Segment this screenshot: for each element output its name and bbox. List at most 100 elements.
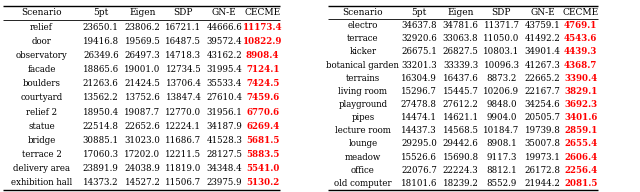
Text: 17060.3: 17060.3 [83, 150, 119, 159]
Text: 29442.6: 29442.6 [443, 140, 478, 148]
Text: relief: relief [30, 22, 53, 31]
Text: 15445.7: 15445.7 [442, 87, 479, 96]
Text: 35533.4: 35533.4 [207, 79, 242, 88]
Text: 11371.7: 11371.7 [483, 21, 520, 30]
Text: 11050.0: 11050.0 [483, 34, 520, 43]
Text: 5883.5: 5883.5 [246, 150, 280, 159]
Text: SDP: SDP [173, 8, 193, 17]
Text: 17202.0: 17202.0 [124, 150, 161, 159]
Text: 7124.1: 7124.1 [246, 65, 280, 74]
Text: 31956.1: 31956.1 [206, 108, 243, 117]
Text: 14474.1: 14474.1 [401, 113, 437, 122]
Text: 41528.3: 41528.3 [206, 136, 243, 145]
Text: delivery area: delivery area [13, 164, 70, 173]
Text: 14568.5: 14568.5 [442, 126, 479, 135]
Text: 9117.3: 9117.3 [486, 153, 516, 162]
Text: 31995.4: 31995.4 [207, 65, 242, 74]
Text: observatory: observatory [16, 51, 67, 60]
Text: facade: facade [28, 65, 56, 74]
Text: 43162.2: 43162.2 [207, 51, 242, 60]
Text: 3390.4: 3390.4 [564, 74, 597, 83]
Text: 12211.5: 12211.5 [165, 150, 202, 159]
Text: 39572.4: 39572.4 [207, 37, 242, 46]
Text: 12770.0: 12770.0 [165, 108, 202, 117]
Text: 10803.1: 10803.1 [483, 47, 520, 56]
Text: 10096.3: 10096.3 [483, 60, 520, 70]
Text: exhibition hall: exhibition hall [11, 179, 72, 188]
Text: 13562.2: 13562.2 [83, 94, 118, 102]
Text: 19739.8: 19739.8 [524, 126, 561, 135]
Text: 34348.4: 34348.4 [207, 164, 242, 173]
Text: 16721.1: 16721.1 [165, 22, 202, 31]
Text: 26172.8: 26172.8 [524, 166, 561, 175]
Text: 9904.0: 9904.0 [486, 113, 516, 122]
Text: Eigen: Eigen [447, 8, 474, 17]
Text: 8908.1: 8908.1 [486, 140, 517, 148]
Text: 5pt: 5pt [93, 8, 109, 17]
Text: 2655.4: 2655.4 [564, 140, 597, 148]
Text: 34637.8: 34637.8 [401, 21, 436, 30]
Text: 8812.1: 8812.1 [486, 166, 517, 175]
Text: CECME: CECME [563, 8, 599, 17]
Text: door: door [31, 37, 52, 46]
Text: 2081.5: 2081.5 [564, 179, 598, 188]
Text: 19001.0: 19001.0 [124, 65, 161, 74]
Text: 21944.2: 21944.2 [524, 179, 561, 188]
Text: 18239.2: 18239.2 [442, 179, 479, 188]
Text: 7424.5: 7424.5 [246, 79, 280, 88]
Text: 22224.3: 22224.3 [443, 166, 478, 175]
Text: 11506.7: 11506.7 [165, 179, 202, 188]
Text: terrace 2: terrace 2 [22, 150, 61, 159]
Text: living room: living room [339, 87, 387, 96]
Text: 33339.3: 33339.3 [443, 60, 478, 70]
Text: pipes: pipes [351, 113, 374, 122]
Text: 18950.4: 18950.4 [83, 108, 119, 117]
Text: 4769.1: 4769.1 [564, 21, 598, 30]
Text: Eigen: Eigen [129, 8, 156, 17]
Text: 26675.1: 26675.1 [401, 47, 437, 56]
Text: 43759.1: 43759.1 [525, 21, 560, 30]
Text: Scenario: Scenario [342, 8, 383, 17]
Text: playground: playground [339, 100, 387, 109]
Text: 12734.5: 12734.5 [166, 65, 201, 74]
Text: 11173.4: 11173.4 [243, 22, 282, 31]
Text: terrace: terrace [347, 34, 379, 43]
Text: 14527.2: 14527.2 [124, 179, 161, 188]
Text: 3829.1: 3829.1 [564, 87, 598, 96]
Text: 31023.0: 31023.0 [124, 136, 161, 145]
Text: 21263.6: 21263.6 [83, 79, 118, 88]
Text: 10206.9: 10206.9 [483, 87, 520, 96]
Text: relief 2: relief 2 [26, 108, 57, 117]
Text: statue: statue [28, 122, 55, 131]
Text: kicker: kicker [349, 47, 376, 56]
Text: 23650.1: 23650.1 [83, 22, 119, 31]
Text: 12224.1: 12224.1 [165, 122, 202, 131]
Text: 23891.9: 23891.9 [83, 164, 119, 173]
Text: 16304.9: 16304.9 [401, 74, 437, 83]
Text: 7459.6: 7459.6 [246, 94, 279, 102]
Text: 24038.9: 24038.9 [124, 164, 161, 173]
Text: 2606.4: 2606.4 [564, 153, 597, 162]
Text: 13706.4: 13706.4 [165, 79, 202, 88]
Text: 18865.6: 18865.6 [83, 65, 119, 74]
Text: 44666.6: 44666.6 [207, 22, 242, 31]
Text: bridge: bridge [28, 136, 56, 145]
Text: 41267.3: 41267.3 [525, 60, 560, 70]
Text: 33201.3: 33201.3 [401, 60, 436, 70]
Text: 23975.9: 23975.9 [207, 179, 242, 188]
Text: SDP: SDP [492, 8, 511, 17]
Text: 8908.4: 8908.4 [246, 51, 280, 60]
Text: 10184.7: 10184.7 [483, 126, 520, 135]
Text: 3401.6: 3401.6 [564, 113, 598, 122]
Text: GN-E: GN-E [530, 8, 555, 17]
Text: 22076.7: 22076.7 [401, 166, 437, 175]
Text: 15690.8: 15690.8 [442, 153, 479, 162]
Text: 13752.6: 13752.6 [125, 94, 160, 102]
Text: 2256.4: 2256.4 [564, 166, 597, 175]
Text: 34254.6: 34254.6 [525, 100, 560, 109]
Text: 41492.2: 41492.2 [524, 34, 561, 43]
Text: 19087.7: 19087.7 [124, 108, 161, 117]
Text: 19416.8: 19416.8 [83, 37, 119, 46]
Text: 4368.7: 4368.7 [564, 60, 598, 70]
Text: 30885.1: 30885.1 [83, 136, 119, 145]
